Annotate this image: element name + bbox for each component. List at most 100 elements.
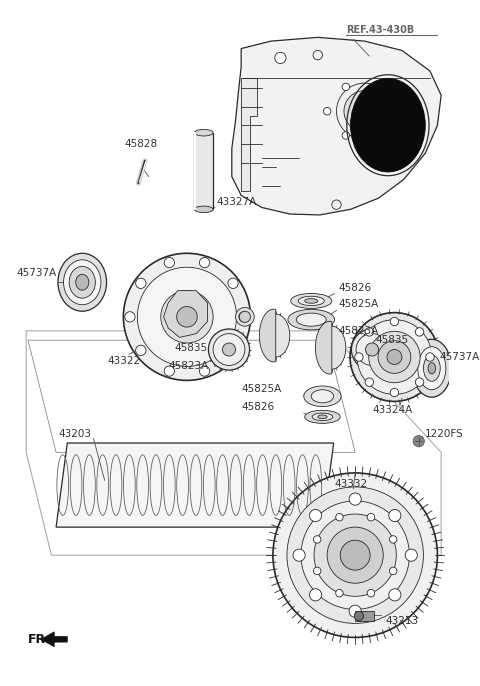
Circle shape bbox=[390, 388, 399, 397]
Text: 45737A: 45737A bbox=[17, 268, 57, 278]
Ellipse shape bbox=[58, 253, 107, 311]
Ellipse shape bbox=[161, 291, 213, 343]
Circle shape bbox=[389, 510, 401, 521]
Circle shape bbox=[380, 83, 387, 91]
Polygon shape bbox=[56, 443, 334, 527]
Circle shape bbox=[228, 345, 238, 355]
Circle shape bbox=[199, 257, 210, 268]
Circle shape bbox=[415, 328, 424, 336]
Ellipse shape bbox=[312, 413, 333, 421]
Ellipse shape bbox=[76, 274, 89, 290]
Circle shape bbox=[136, 345, 146, 355]
Ellipse shape bbox=[423, 355, 440, 381]
Circle shape bbox=[349, 493, 361, 505]
Ellipse shape bbox=[123, 253, 251, 381]
Circle shape bbox=[336, 83, 393, 139]
Polygon shape bbox=[241, 78, 257, 191]
Circle shape bbox=[367, 513, 375, 521]
Circle shape bbox=[380, 132, 387, 139]
Ellipse shape bbox=[194, 130, 213, 136]
Circle shape bbox=[239, 311, 249, 322]
Circle shape bbox=[415, 378, 424, 386]
Polygon shape bbox=[315, 321, 332, 374]
Bar bbox=[194, 132, 213, 209]
Circle shape bbox=[389, 536, 397, 543]
Circle shape bbox=[354, 611, 363, 621]
Text: 45835: 45835 bbox=[175, 343, 208, 353]
Text: 43203: 43203 bbox=[58, 429, 91, 438]
Circle shape bbox=[336, 589, 343, 597]
Ellipse shape bbox=[262, 314, 290, 357]
Ellipse shape bbox=[356, 333, 388, 366]
Ellipse shape bbox=[304, 386, 341, 407]
Ellipse shape bbox=[305, 410, 340, 423]
Ellipse shape bbox=[369, 331, 420, 383]
Circle shape bbox=[389, 567, 397, 575]
Circle shape bbox=[313, 536, 321, 543]
Circle shape bbox=[273, 473, 437, 637]
Circle shape bbox=[413, 436, 424, 447]
Circle shape bbox=[398, 108, 406, 115]
Ellipse shape bbox=[288, 309, 335, 330]
Ellipse shape bbox=[305, 298, 318, 303]
Circle shape bbox=[310, 510, 322, 521]
Ellipse shape bbox=[318, 326, 346, 369]
Text: 45835: 45835 bbox=[376, 335, 409, 345]
Circle shape bbox=[390, 318, 399, 326]
Ellipse shape bbox=[177, 307, 197, 327]
Ellipse shape bbox=[296, 313, 326, 326]
Text: 45823A: 45823A bbox=[338, 326, 379, 336]
Circle shape bbox=[365, 328, 373, 336]
Circle shape bbox=[301, 501, 409, 609]
Polygon shape bbox=[232, 37, 441, 215]
Circle shape bbox=[349, 605, 361, 617]
Text: 43324A: 43324A bbox=[372, 405, 412, 415]
Text: 45826: 45826 bbox=[241, 403, 274, 412]
Ellipse shape bbox=[357, 320, 432, 394]
Circle shape bbox=[313, 567, 321, 575]
Circle shape bbox=[342, 83, 349, 91]
Circle shape bbox=[125, 311, 135, 322]
Bar bbox=[355, 611, 374, 621]
Circle shape bbox=[405, 549, 417, 561]
Text: 45825A: 45825A bbox=[241, 383, 281, 394]
Text: 43213: 43213 bbox=[385, 615, 418, 626]
Ellipse shape bbox=[350, 78, 425, 172]
Text: 45828: 45828 bbox=[124, 139, 157, 149]
Circle shape bbox=[164, 366, 174, 376]
Ellipse shape bbox=[213, 333, 245, 366]
Ellipse shape bbox=[351, 329, 393, 370]
Text: FR.: FR. bbox=[28, 632, 51, 646]
Circle shape bbox=[199, 366, 210, 376]
Ellipse shape bbox=[378, 341, 411, 373]
Ellipse shape bbox=[298, 296, 324, 305]
Text: 45826: 45826 bbox=[338, 283, 372, 293]
Polygon shape bbox=[259, 309, 276, 362]
Circle shape bbox=[365, 378, 373, 386]
Circle shape bbox=[228, 279, 238, 288]
Text: 43327A: 43327A bbox=[217, 197, 257, 207]
Text: 1220FS: 1220FS bbox=[425, 429, 464, 438]
Circle shape bbox=[287, 487, 423, 624]
Circle shape bbox=[136, 279, 146, 288]
Circle shape bbox=[367, 589, 375, 597]
Ellipse shape bbox=[169, 299, 204, 335]
Ellipse shape bbox=[137, 268, 237, 366]
Ellipse shape bbox=[239, 311, 251, 322]
Circle shape bbox=[310, 589, 322, 601]
Circle shape bbox=[355, 353, 363, 362]
Text: 45825A: 45825A bbox=[338, 298, 379, 309]
Ellipse shape bbox=[365, 343, 379, 356]
Ellipse shape bbox=[208, 329, 250, 370]
Text: 45737A: 45737A bbox=[439, 352, 480, 362]
Circle shape bbox=[389, 589, 401, 601]
Ellipse shape bbox=[69, 266, 96, 298]
Text: 43322: 43322 bbox=[108, 356, 141, 366]
Ellipse shape bbox=[236, 307, 254, 326]
Ellipse shape bbox=[194, 206, 213, 213]
Circle shape bbox=[426, 353, 434, 362]
Ellipse shape bbox=[311, 390, 334, 403]
Polygon shape bbox=[41, 632, 67, 647]
Circle shape bbox=[344, 91, 385, 132]
Ellipse shape bbox=[222, 343, 236, 356]
